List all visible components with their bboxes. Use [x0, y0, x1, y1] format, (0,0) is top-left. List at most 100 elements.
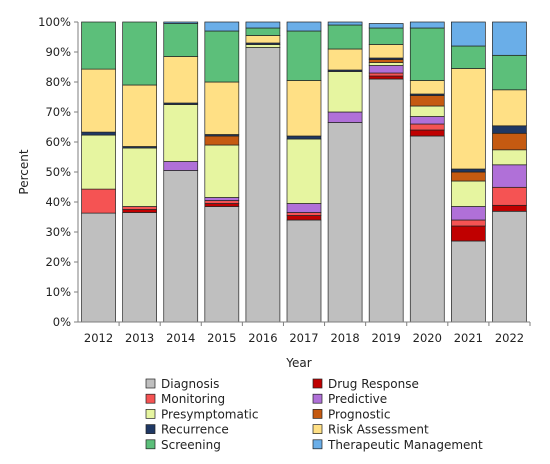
bar-segment: [368, 44, 404, 59]
bar-segment: [286, 135, 322, 140]
bar-segment: [245, 44, 281, 48]
bar-segment: [327, 24, 363, 50]
bar-segment: [451, 21, 486, 47]
bar-segment: [327, 122, 363, 323]
bar-segment: [204, 197, 240, 201]
y-tick-label: 40%: [45, 195, 71, 209]
bar-segment: [409, 116, 445, 125]
legend-label: Presymptomatic: [161, 407, 258, 421]
legend-swatch: [312, 439, 323, 450]
x-tick-label: 2017: [289, 331, 318, 345]
legend-swatch: [312, 409, 323, 419]
bar-segment: [409, 105, 445, 117]
bar-segment: [368, 27, 404, 45]
bar-segment: [204, 81, 240, 135]
bar-segment: [409, 123, 445, 131]
legend-label: Therapeutic Management: [327, 438, 483, 452]
bar-segment: [286, 203, 322, 213]
legend-item: Recurrence: [145, 423, 229, 437]
legend-item: Drug Response: [312, 377, 419, 391]
bar-segment: [163, 56, 199, 104]
bar-segment: [409, 95, 445, 107]
bar-segment: [204, 135, 240, 146]
legend-swatch: [312, 378, 323, 389]
bar-segment: [204, 206, 240, 323]
bar-segment: [368, 23, 404, 29]
bar-segment: [451, 219, 486, 227]
bar-segment: [327, 71, 363, 113]
plot-area: [81, 21, 527, 323]
x-tick-label: 2013: [125, 331, 154, 345]
bar-segment: [286, 80, 322, 137]
legend-label: Diagnosis: [161, 377, 219, 391]
bar-segment: [409, 135, 445, 323]
legend-item: Monitoring: [145, 392, 225, 406]
bar-segment: [286, 212, 322, 216]
legend-label: Drug Response: [328, 377, 419, 391]
bar-segment: [451, 168, 486, 173]
bar-segment: [409, 27, 445, 81]
y-tick-label: 0%: [53, 315, 71, 329]
bar-segment: [245, 47, 281, 323]
legend-label: Risk Assessment: [328, 423, 429, 437]
x-tick-label: 2016: [248, 331, 277, 345]
bar-segment: [492, 164, 527, 188]
y-tick-label: 70%: [45, 105, 71, 119]
bar-segment: [368, 75, 404, 80]
y-tick-label: 60%: [45, 135, 71, 149]
bar-segment: [122, 21, 157, 86]
legend-item: Risk Assessment: [312, 423, 429, 437]
legend-swatch: [312, 393, 323, 404]
legend-label: Screening: [161, 438, 221, 452]
x-tick-label: 2021: [454, 331, 483, 345]
bar-segment: [163, 161, 199, 171]
bar-segment: [451, 240, 486, 323]
bar-segment: [409, 129, 445, 137]
legend-item: Therapeutic Management: [312, 438, 483, 452]
axes: 0% 10% 20% 30% 40% 50% 60% 70% 80% 90% 100% 2012 201…: [38, 15, 531, 345]
x-tick-label: 2018: [330, 331, 359, 345]
bar-segment: [451, 225, 486, 242]
legend-item: Predictive: [312, 392, 387, 406]
bar-segment: [286, 138, 322, 204]
x-tick-label: 2022: [495, 331, 524, 345]
bar-segment: [204, 144, 240, 198]
bar-segment: [451, 68, 486, 170]
bar-segment: [451, 171, 486, 182]
bar-segment: [163, 104, 199, 162]
y-tick-label: 50%: [45, 165, 71, 179]
legend-label: Prognostic: [328, 407, 391, 421]
bar-segment: [492, 89, 527, 127]
legend-swatch: [312, 424, 323, 434]
legend-swatch: [145, 424, 156, 434]
legend-swatch: [145, 409, 156, 419]
bar-segment: [81, 68, 116, 133]
bar-segment: [286, 215, 322, 221]
bar-segment: [163, 170, 199, 323]
bar-segment: [81, 188, 116, 214]
bar-segment: [368, 62, 404, 66]
bar-segment: [122, 147, 157, 207]
bar-segment: [122, 84, 157, 147]
bar-segment: [81, 21, 116, 70]
legend-label: Predictive: [328, 392, 387, 406]
legend-label: Recurrence: [161, 423, 229, 437]
x-tick-label: 2015: [207, 331, 236, 345]
bar-segment: [286, 219, 322, 323]
bar-segment: [368, 78, 404, 323]
bar-segment: [122, 206, 157, 210]
y-axis-title: Percent: [17, 149, 31, 194]
bar-segment: [245, 21, 281, 29]
bar-segment: [492, 186, 527, 206]
bar-segment: [122, 212, 157, 323]
x-tick-label: 2014: [166, 331, 195, 345]
bar-segment: [163, 21, 199, 24]
x-axis-title: Year: [285, 356, 311, 370]
legend-swatch: [145, 378, 156, 389]
legend-item: Diagnosis: [145, 377, 219, 391]
bar-segment: [163, 23, 199, 57]
y-tick-label: 100%: [38, 15, 71, 29]
bar-segment: [492, 21, 527, 56]
bar-segment: [286, 30, 322, 81]
